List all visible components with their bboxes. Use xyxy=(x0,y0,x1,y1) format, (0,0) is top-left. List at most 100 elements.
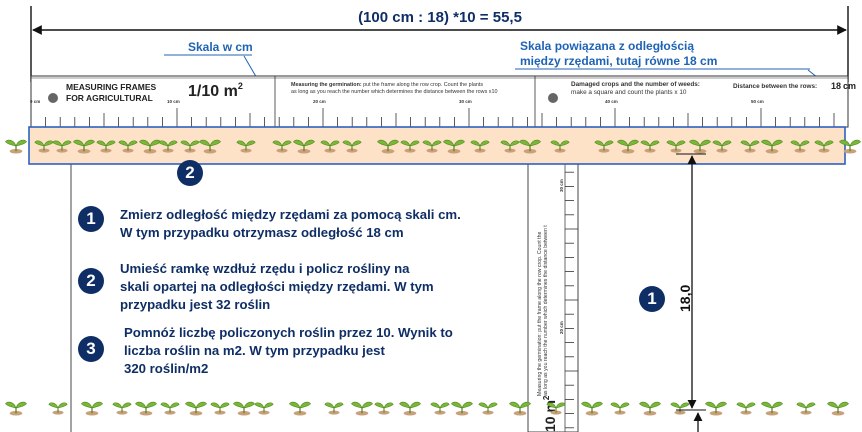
step-3-line1: Pomnóż liczbę policzonych roślin przez 1… xyxy=(124,325,453,340)
seedling-icon xyxy=(400,140,420,153)
seedling-icon xyxy=(617,139,639,154)
step-3-badge: 3 xyxy=(78,336,104,362)
distance-scale-callout-line2: między rzędami, tutaj równe 18 cm xyxy=(520,54,717,68)
top-ruler-ticks xyxy=(30,108,835,127)
top-plant-row xyxy=(5,139,861,154)
seedling-icon xyxy=(839,139,861,154)
germination-instructions-line1: Measuring the germination: put the frame… xyxy=(291,82,483,88)
seedling-icon xyxy=(233,401,255,416)
step-2-text: Umieść ramkę wzdłuż rzędu i policz rośli… xyxy=(120,260,434,314)
seedling-icon xyxy=(470,140,490,153)
seedling-icon xyxy=(509,401,531,416)
seedling-icon xyxy=(324,402,344,415)
seedling-icon xyxy=(546,402,566,415)
seedling-icon xyxy=(135,401,157,416)
seedling-icon xyxy=(736,402,756,415)
seedling-icon xyxy=(5,139,27,154)
frame-mounting-hole-right xyxy=(548,93,558,103)
step-2: 2 Umieść ramkę wzdłuż rzędu i policz roś… xyxy=(78,260,434,314)
step-2-strip-badge: 2 xyxy=(177,160,203,186)
seedling-icon xyxy=(52,140,72,153)
bottom-plant-row xyxy=(5,401,849,416)
seedling-icon xyxy=(443,139,465,154)
seedling-icon xyxy=(351,401,373,416)
seedling-icon xyxy=(422,140,442,153)
step-2-badge: 2 xyxy=(78,268,104,294)
seedling-icon xyxy=(34,140,54,153)
seedling-icon xyxy=(160,402,180,415)
formula-label: (100 cm : 18) *10 = 55,5 xyxy=(358,9,522,26)
seedling-icon xyxy=(320,140,340,153)
seedling-icon xyxy=(740,140,760,153)
damaged-crops-text: make a square and count the plants x 10 xyxy=(571,89,687,96)
step-3-text: Pomnóż liczbę policzonych roślin przez 1… xyxy=(124,324,453,378)
seedling-icon xyxy=(272,140,292,153)
seedling-icon xyxy=(236,140,256,153)
seedling-icon xyxy=(519,139,541,154)
seedling-icon xyxy=(158,140,178,153)
seedling-icon xyxy=(289,401,311,416)
seedling-icon xyxy=(139,139,161,154)
seedling-icon xyxy=(666,140,686,153)
frame-mounting-hole-left xyxy=(48,93,58,103)
seedling-icon xyxy=(712,140,732,153)
step-2-line1: Umieść ramkę wzdłuż rzędu i policz rośli… xyxy=(120,261,410,276)
seedling-icon xyxy=(199,139,221,154)
seedling-icon xyxy=(581,401,603,416)
seedling-icon xyxy=(639,401,661,416)
seedling-icon xyxy=(689,139,711,154)
seedling-icon xyxy=(399,401,421,416)
seedling-icon xyxy=(185,401,207,416)
seedling-icon xyxy=(594,140,614,153)
seedling-icon xyxy=(670,402,690,415)
distance-scale-callout-line1: Skala powiązana z odległością xyxy=(520,39,694,53)
tick-label-10cm: 10 cm xyxy=(167,99,180,104)
seedling-icon xyxy=(96,140,116,153)
seedling-icon xyxy=(640,140,660,153)
seedling-icon xyxy=(827,401,849,416)
tick-label-40cm: 40 cm xyxy=(605,99,618,104)
seedling-icon xyxy=(81,401,103,416)
seedling-icon xyxy=(500,140,520,153)
step-1: 1 Zmierz odległość między rzędami za pom… xyxy=(78,206,461,242)
step-1-text: Zmierz odległość między rzędami za pomoc… xyxy=(120,206,461,242)
frame-brand-line1: MEASURING FRAMES xyxy=(66,82,157,92)
seedling-icon xyxy=(254,402,274,415)
step-3-line3: 320 roślin/m2 xyxy=(124,361,209,376)
distance-between-rows-value: 18 cm xyxy=(831,81,856,91)
seedling-icon xyxy=(451,401,473,416)
tick-label-50cm: 50 cm xyxy=(751,99,764,104)
seedling-icon xyxy=(796,402,816,415)
distance-between-rows-label: Distance between the rows: xyxy=(733,83,817,90)
step-3-line2: liczba roślin na m2. W tym przypadku jes… xyxy=(124,343,385,358)
step-1-badge: 1 xyxy=(78,206,104,232)
seedling-icon xyxy=(112,402,132,415)
seedling-icon xyxy=(705,401,727,416)
vertical-tick-label-20cm: 20 cm xyxy=(559,321,564,334)
seedling-icon xyxy=(478,402,498,415)
frame-vertical-ruler xyxy=(527,149,579,432)
step-1-line1: Zmierz odległość między rzędami za pomoc… xyxy=(120,207,461,222)
seedling-icon xyxy=(342,140,362,153)
row-distance-value: 18,0 xyxy=(677,285,693,312)
seedling-icon xyxy=(5,401,27,416)
seedling-icon xyxy=(377,139,399,154)
germination-instructions-line2: as long as you reach the number which de… xyxy=(291,89,497,95)
seedling-icon xyxy=(610,402,630,415)
seedling-icon xyxy=(790,140,810,153)
seedling-icon xyxy=(430,402,450,415)
seedling-icon xyxy=(814,140,834,153)
vertical-instructions-line2: as long as you reach the number which de… xyxy=(543,225,549,396)
step-1-line2: W tym przypadku otrzymasz odległość 18 c… xyxy=(120,225,404,240)
seedling-icon xyxy=(761,401,783,416)
tick-label-20cm: 20 cm xyxy=(313,99,326,104)
cm-scale-callout: Skala w cm xyxy=(188,40,253,54)
damaged-crops-title: Damaged crops and the number of weeds: xyxy=(571,81,700,88)
seedling-icon xyxy=(118,140,138,153)
seedling-icon xyxy=(210,402,230,415)
step-2-line3: przypadku jest 32 roślin xyxy=(120,297,271,312)
step-3: 3 Pomnóż liczbę policzonych roślin przez… xyxy=(78,324,453,378)
tick-label-0cm: 0 cm xyxy=(30,99,40,104)
vertical-ruler-ticks xyxy=(565,157,578,429)
